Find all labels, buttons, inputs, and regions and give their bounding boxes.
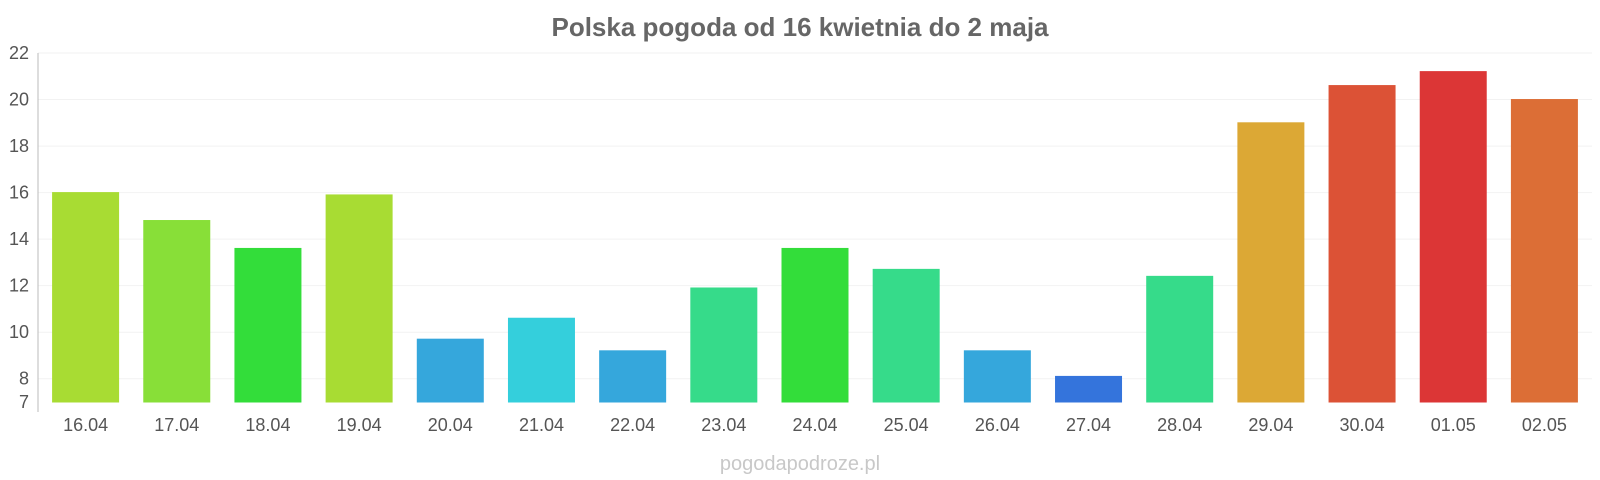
y-tick-label: 12 xyxy=(9,276,29,296)
x-tick-label: 25.04 xyxy=(884,415,929,435)
bar-02.05 xyxy=(1510,99,1578,403)
bar-25.04 xyxy=(872,268,940,403)
credit-text: pogodapodroze.pl xyxy=(720,453,880,475)
bar-01.05 xyxy=(1419,71,1487,403)
x-tick-label: 02.05 xyxy=(1522,415,1567,435)
bar-20.04 xyxy=(416,338,484,403)
x-tick-label: 17.04 xyxy=(154,415,199,435)
bars xyxy=(52,71,1578,403)
bar-17.04 xyxy=(143,220,211,403)
x-axis-ticks: 16.04 17.04 18.04 19.04 20.04 21.04 22.04 23.04… xyxy=(63,415,1567,435)
bar-21.04 xyxy=(507,317,575,403)
x-tick-label: 01.05 xyxy=(1431,415,1476,435)
x-tick-label: 30.04 xyxy=(1340,415,1385,435)
y-tick-label: 8 xyxy=(19,369,29,389)
bar-24.04 xyxy=(781,247,849,403)
y-tick-label: 16 xyxy=(9,183,29,203)
y-tick-label: 7 xyxy=(19,392,29,412)
x-tick-label: 18.04 xyxy=(245,415,290,435)
bar-29.04 xyxy=(1237,122,1305,403)
y-axis-ticks: 7 8 10 12 14 16 18 20 22 xyxy=(9,43,29,412)
x-tick-label: 16.04 xyxy=(63,415,108,435)
bar-28.04 xyxy=(1146,275,1214,403)
y-tick-label: 22 xyxy=(9,43,29,63)
x-tick-label: 19.04 xyxy=(337,415,382,435)
bar-30.04 xyxy=(1328,85,1396,403)
x-tick-label: 21.04 xyxy=(519,415,564,435)
x-tick-label: 23.04 xyxy=(701,415,746,435)
x-tick-label: 27.04 xyxy=(1066,415,1111,435)
x-tick-label: 24.04 xyxy=(792,415,837,435)
y-tick-label: 20 xyxy=(9,90,29,110)
x-tick-label: 26.04 xyxy=(975,415,1020,435)
bar-27.04 xyxy=(1055,375,1123,403)
x-tick-label: 29.04 xyxy=(1248,415,1293,435)
bar-19.04 xyxy=(325,194,393,403)
chart-title: Polska pogoda od 16 kwietnia do 2 maja xyxy=(551,12,1049,42)
bar-23.04 xyxy=(690,287,758,403)
x-tick-label: 22.04 xyxy=(610,415,655,435)
y-tick-label: 10 xyxy=(9,322,29,342)
x-tick-label: 28.04 xyxy=(1157,415,1202,435)
bar-18.04 xyxy=(234,247,302,403)
bar-16.04 xyxy=(52,192,120,403)
bar-26.04 xyxy=(963,350,1031,403)
bar-22.04 xyxy=(599,350,667,403)
y-tick-label: 14 xyxy=(9,229,29,249)
y-tick-label: 18 xyxy=(9,136,29,156)
x-tick-label: 20.04 xyxy=(428,415,473,435)
